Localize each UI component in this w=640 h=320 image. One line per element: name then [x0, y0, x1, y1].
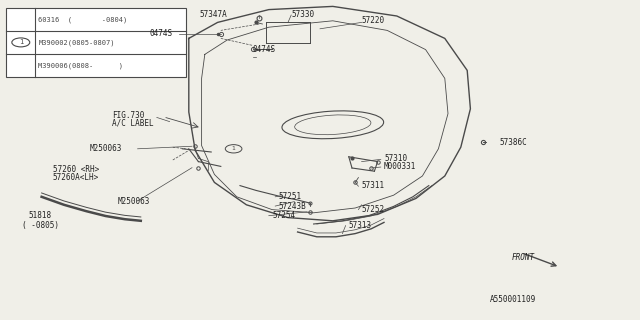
Text: 57220: 57220 — [362, 16, 385, 25]
Text: M390006(0808-      ): M390006(0808- ) — [38, 62, 124, 68]
Text: M390002(0805-0807): M390002(0805-0807) — [38, 39, 115, 46]
Text: 57260 <RH>: 57260 <RH> — [53, 165, 99, 174]
Text: M250063: M250063 — [118, 197, 150, 206]
Text: 57313: 57313 — [349, 221, 372, 230]
Text: A550001109: A550001109 — [490, 295, 536, 304]
Text: 57311: 57311 — [362, 181, 385, 190]
Text: 1: 1 — [232, 146, 236, 151]
Text: FRONT: FRONT — [512, 253, 535, 262]
Text: 57310: 57310 — [384, 154, 407, 163]
Text: 51818: 51818 — [29, 212, 52, 220]
Text: 57243B: 57243B — [278, 202, 306, 211]
Text: 57252: 57252 — [362, 205, 385, 214]
Text: 1: 1 — [19, 39, 23, 45]
Text: FIG.730: FIG.730 — [112, 111, 145, 120]
Text: 57254: 57254 — [272, 212, 295, 220]
Text: M000331: M000331 — [384, 162, 417, 171]
Text: 57260A<LH>: 57260A<LH> — [53, 173, 99, 182]
Text: 0474S: 0474S — [253, 45, 276, 54]
Text: 57347A: 57347A — [200, 10, 227, 19]
Text: A/C LABEL: A/C LABEL — [112, 119, 154, 128]
Text: M250063: M250063 — [89, 144, 122, 153]
Text: 57251: 57251 — [278, 192, 301, 201]
Text: ( -0805): ( -0805) — [22, 221, 60, 230]
Bar — [6, 8, 186, 77]
Text: 0474S: 0474S — [150, 29, 173, 38]
Text: 57330: 57330 — [291, 10, 314, 19]
Text: 57386C: 57386C — [499, 138, 527, 147]
Text: 60316  (       -0804): 60316 ( -0804) — [38, 16, 127, 23]
